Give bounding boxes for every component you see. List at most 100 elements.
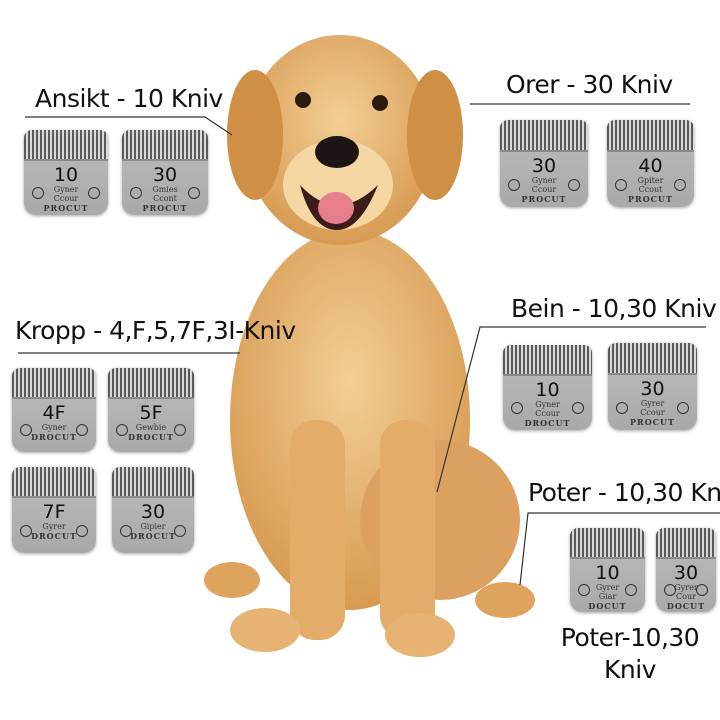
rivet-icon <box>616 402 628 414</box>
blade-text-1: Gyrer <box>640 398 665 408</box>
blade-teeth <box>570 528 645 559</box>
blade-teeth <box>656 528 716 559</box>
blade-text-2: Ccont <box>153 193 177 203</box>
clipper-blade-body: 7F Gyrer DROCUT <box>12 467 96 553</box>
clipper-blade-paws: 10 Gyrer Giar DOCUT <box>570 528 645 612</box>
rivet-icon <box>664 584 676 596</box>
blade-brand: DROCUT <box>130 531 176 542</box>
blade-teeth <box>108 368 194 399</box>
rivet-icon <box>174 525 186 537</box>
blade-text-1: Gipier <box>140 522 166 532</box>
blade-size: 30 <box>531 154 557 177</box>
face-label: Ansikt - 10 Kniv <box>35 84 223 113</box>
rivet-icon <box>20 424 32 436</box>
clipper-blade-body: 5F Gewbie DROCUT <box>108 368 194 452</box>
blade-text-1: Gewbie <box>135 422 167 432</box>
blade-text-2: Ccout <box>638 184 663 194</box>
blade-size: 5F <box>139 401 163 424</box>
blade-text-2: Giar <box>598 591 617 601</box>
face-leader-line <box>25 116 233 136</box>
blade-text-1: Gyrer <box>674 582 698 592</box>
rivet-icon <box>88 187 100 199</box>
body-label: Kropp - 4,F,5,7F,3I-Kniv <box>15 316 296 345</box>
rivet-icon <box>572 402 584 414</box>
blade-text-2: Ccour <box>53 193 79 203</box>
rivet-icon <box>116 424 128 436</box>
blade-size: 4F <box>42 401 66 424</box>
blade-teeth <box>12 467 96 499</box>
blade-text-1: Gyner <box>53 184 79 194</box>
rivet-icon <box>20 525 32 537</box>
paws-bottom-label: Poter-10,30 Kniv <box>550 622 710 686</box>
rivet-icon <box>508 179 520 191</box>
rivet-icon <box>568 179 580 191</box>
clipper-blade-face: 30 Gmies Ccont PROCUT <box>122 130 208 215</box>
blade-text-2: Ccour <box>640 407 665 417</box>
rivet-icon <box>188 187 200 199</box>
clipper-blade-paws: 30 Gyrer Cour DOCUT <box>656 528 716 612</box>
blade-brand: DOCUT <box>588 600 627 611</box>
rivet-icon <box>677 402 689 414</box>
blade-text-1: Gpiter <box>637 175 664 185</box>
rivet-icon <box>674 179 686 191</box>
blade-size: 7F <box>42 501 66 524</box>
blade-size: 10 <box>53 163 79 186</box>
paws-bottom-label-line1: Poter-10,30 <box>560 623 700 652</box>
blade-brand: DROCUT <box>524 417 571 428</box>
ears-label: Orer - 30 Kniv <box>506 70 673 99</box>
blade-size: 40 <box>638 154 663 177</box>
legs-label: Bein - 10,30 Kniv <box>511 294 717 323</box>
blade-text-1: Gmies <box>152 184 178 194</box>
paws-bottom-label-line2: Kniv <box>604 655 656 684</box>
clipper-blade-body: 4F Gyner DROCUT <box>12 368 96 452</box>
clipper-blade-legs: 30 Gyrer Ccour PROCUT <box>608 343 697 430</box>
blade-brand: DROCUT <box>31 431 77 442</box>
blade-teeth <box>500 120 588 152</box>
blade-brand: DOCUT <box>666 600 706 611</box>
blade-brand: PROCUT <box>628 193 673 204</box>
blade-text-1: Gyrer <box>595 582 620 592</box>
blade-size: 30 <box>673 561 699 584</box>
blade-brand: DROCUT <box>128 431 174 442</box>
blade-text-1: Gyner <box>531 175 557 185</box>
rivet-icon <box>76 424 88 436</box>
blade-brand: PROCUT <box>142 202 188 213</box>
rivet-icon <box>120 525 132 537</box>
blade-text-1: Gyner <box>535 399 560 409</box>
blade-brand: PROCUT <box>43 202 89 213</box>
rivet-icon <box>32 187 44 199</box>
blade-size: 30 <box>152 163 178 186</box>
rivet-icon <box>174 424 186 436</box>
blade-brand: PROCUT <box>630 416 675 427</box>
blade-teeth <box>608 343 697 375</box>
blade-size: 30 <box>640 377 665 400</box>
blade-teeth <box>12 368 96 399</box>
clipper-blade-body: 30 Gipier DROCUT <box>112 467 194 553</box>
blade-size: 10 <box>535 378 560 401</box>
blade-text-2: Cour <box>676 591 696 601</box>
paws-leader-line <box>519 512 720 586</box>
rivet-icon <box>130 187 142 199</box>
blade-size: 30 <box>140 501 166 524</box>
rivet-icon <box>511 402 523 414</box>
blade-teeth <box>503 345 592 376</box>
clipper-blade-legs: 10 Gyner Ccour DROCUT <box>503 345 592 430</box>
blade-size: 10 <box>595 561 620 584</box>
rivet-icon <box>615 179 627 191</box>
blade-text-1: Gyner <box>41 422 67 432</box>
blade-brand: DROCUT <box>31 531 77 542</box>
blade-text-2: Ccour <box>531 184 557 194</box>
blade-brand: PROCUT <box>521 193 567 204</box>
blade-teeth <box>24 130 108 161</box>
clipper-blade-ears: 40 Gpiter Ccout PROCUT <box>607 120 694 207</box>
legs-leader-line <box>436 326 706 493</box>
clipper-blade-face: 10 Gyner Ccour PROCUT <box>24 130 108 215</box>
rivet-icon <box>578 584 590 596</box>
clipper-blade-ears: 30 Gyner Ccour PROCUT <box>500 120 588 207</box>
blade-teeth <box>607 120 694 152</box>
rivet-icon <box>696 584 708 596</box>
blade-text-1: Gyrer <box>42 522 66 532</box>
